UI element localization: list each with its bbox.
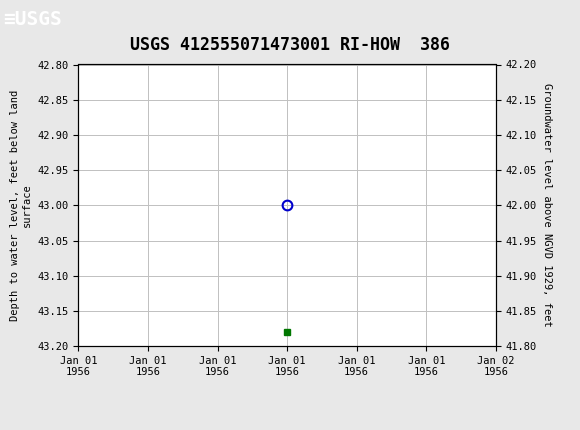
- Y-axis label: Groundwater level above NGVD 1929, feet: Groundwater level above NGVD 1929, feet: [542, 83, 552, 327]
- Text: ≡USGS: ≡USGS: [3, 10, 61, 29]
- Text: USGS 412555071473001 RI-HOW  386: USGS 412555071473001 RI-HOW 386: [130, 36, 450, 54]
- Y-axis label: Depth to water level, feet below land
surface: Depth to water level, feet below land su…: [10, 90, 32, 321]
